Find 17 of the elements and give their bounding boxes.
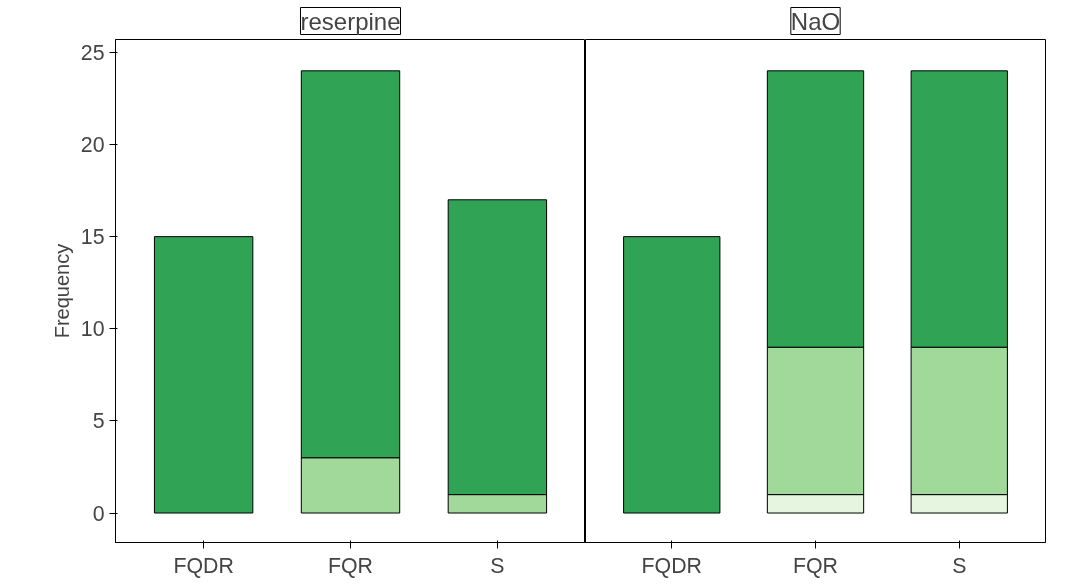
x-tick-label: FQDR bbox=[173, 553, 234, 578]
bar bbox=[623, 236, 721, 514]
y-tick-label: 0 bbox=[92, 501, 105, 526]
x-tick-label: S bbox=[490, 553, 505, 578]
chart-title: reserpine bbox=[300, 7, 401, 35]
y-tick-label: 10 bbox=[80, 317, 105, 342]
y-tick-label: 5 bbox=[92, 409, 105, 434]
chart-title: NaO bbox=[790, 7, 841, 35]
x-tick-label: S bbox=[952, 553, 967, 578]
x-tick-label: FQR bbox=[792, 553, 839, 578]
x-tick-label: FQR bbox=[327, 553, 374, 578]
y-tick-label: 25 bbox=[80, 40, 105, 65]
y-tick-label: 20 bbox=[80, 133, 105, 158]
bar bbox=[153, 236, 254, 514]
y-axis-title: Frequency bbox=[50, 243, 73, 339]
x-tick-label: FQDR bbox=[641, 553, 702, 578]
y-tick-label: 15 bbox=[80, 225, 105, 250]
